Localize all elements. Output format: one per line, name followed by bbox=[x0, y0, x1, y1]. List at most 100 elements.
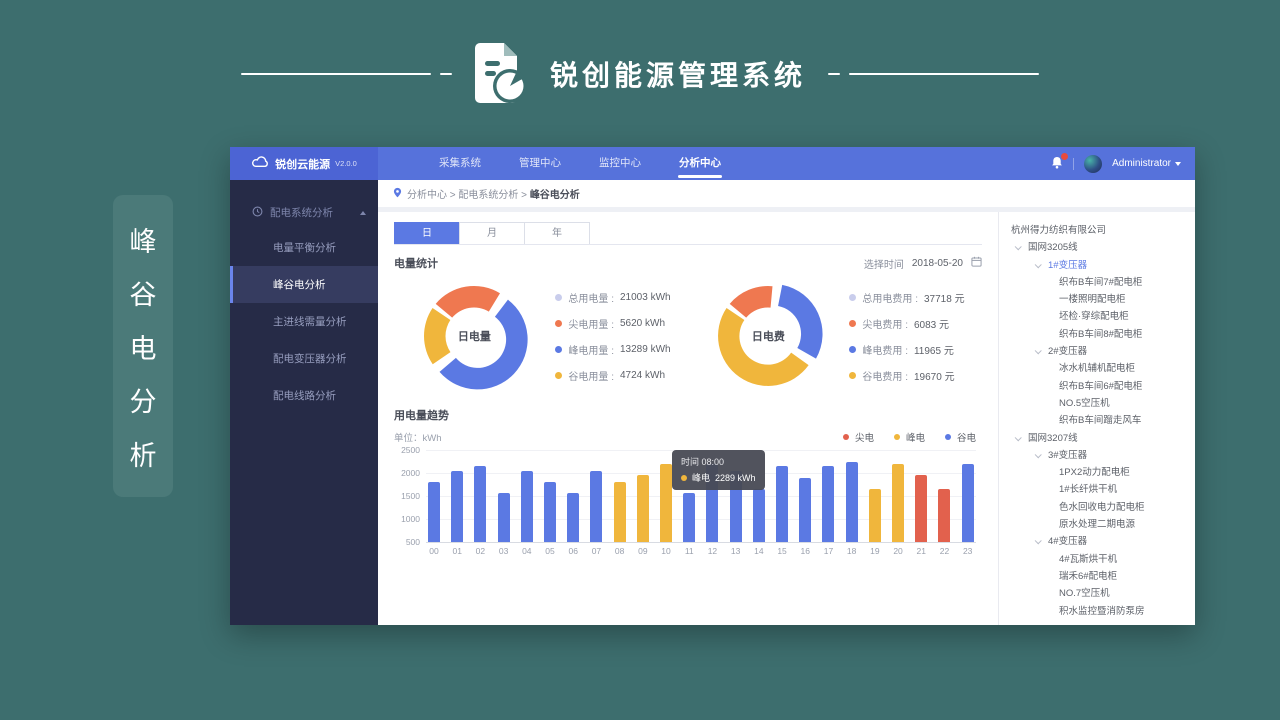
tree-node-label: 积水监控暨消防泵房 bbox=[1059, 605, 1145, 617]
donut-segment[interactable] bbox=[778, 284, 823, 359]
tree-node-1[interactable]: 1#变压器 bbox=[1011, 257, 1187, 274]
tree-node-label: 织布B车间8#配电柜 bbox=[1059, 328, 1143, 340]
date-value[interactable]: 2018-05-20 bbox=[911, 257, 963, 269]
donut-segment[interactable] bbox=[439, 299, 529, 390]
sidebar-item-4[interactable]: 配电线路分析 bbox=[273, 390, 336, 402]
tree-node-5[interactable]: 织布B车间8#配电柜 bbox=[1011, 326, 1187, 343]
donut-legend-row: 峰电费用 11965 元 bbox=[849, 342, 964, 357]
tree-node-3[interactable]: 一楼照明配电柜 bbox=[1011, 291, 1187, 308]
sidebar-item-0[interactable]: 电量平衡分析 bbox=[273, 242, 336, 254]
tree-node-label: 织布B车间蹓走风车 bbox=[1059, 415, 1142, 427]
chevron-down-icon[interactable] bbox=[1014, 433, 1022, 442]
user-avatar[interactable] bbox=[1084, 154, 1103, 173]
bar-04[interactable] bbox=[520, 470, 533, 542]
legend-dot bbox=[944, 434, 951, 440]
tree-node-16[interactable]: 原水处理二期电源 bbox=[1011, 516, 1187, 533]
crumb-1[interactable]: 配电系统分析 bbox=[458, 190, 519, 201]
legend-label: 谷电费用 bbox=[862, 368, 908, 383]
bar-01[interactable] bbox=[451, 470, 464, 542]
bar-00[interactable] bbox=[428, 482, 440, 542]
tree-node-19[interactable]: 瑞禾6#配电柜 bbox=[1011, 568, 1187, 585]
bar-02[interactable] bbox=[474, 466, 487, 542]
donut-segment[interactable] bbox=[424, 308, 451, 365]
bar-22[interactable] bbox=[938, 488, 951, 542]
sidebar-item-3[interactable]: 配电变压器分析 bbox=[273, 353, 347, 365]
decor-dash bbox=[439, 72, 452, 76]
tooltip-value: 2289 kWh bbox=[715, 472, 756, 483]
calendar-icon[interactable] bbox=[971, 256, 982, 270]
tree-node-18[interactable]: 4#瓦斯烘干机 bbox=[1011, 551, 1187, 568]
tree-node-13[interactable]: 1PX2动力配电柜 bbox=[1011, 464, 1187, 481]
sidebar-group-power-system-analysis[interactable]: 配电系统分析 bbox=[230, 196, 378, 229]
tree-node-9[interactable]: NO.5空压机 bbox=[1011, 395, 1187, 412]
bar-legend-item-尖电[interactable]: 尖电 bbox=[842, 430, 874, 444]
bar-20[interactable] bbox=[892, 463, 905, 542]
bar-16[interactable] bbox=[799, 477, 812, 542]
tree-node-21[interactable]: 积水监控暨消防泵房 bbox=[1011, 603, 1187, 620]
bar-06[interactable] bbox=[567, 493, 580, 542]
chevron-down-icon[interactable] bbox=[1034, 451, 1042, 459]
tree-node-10[interactable]: 织布B车间蹓走风车 bbox=[1011, 412, 1187, 429]
bar-legend-item-谷电[interactable]: 谷电 bbox=[944, 430, 976, 444]
tree-node-20[interactable]: NO.7空压机 bbox=[1011, 585, 1187, 602]
sidebar-item-1[interactable]: 峰谷电分析 bbox=[230, 266, 378, 303]
tab-年[interactable]: 年 bbox=[524, 222, 590, 244]
y-axis: 2500 2000 1500 1000 500 bbox=[394, 445, 426, 547]
app-logo[interactable]: 锐创云能源 V2.0.0 bbox=[230, 147, 378, 180]
bar-10[interactable] bbox=[660, 463, 673, 542]
tree-node-15[interactable]: 色水回收电力配电柜 bbox=[1011, 499, 1187, 516]
topnav-item-1[interactable]: 管理中心 bbox=[519, 157, 561, 169]
bar-23[interactable] bbox=[961, 463, 974, 542]
tree-node-0[interactable]: 国网3205线 bbox=[1011, 239, 1187, 256]
x-label-18: 18 bbox=[846, 546, 857, 556]
bar-03[interactable] bbox=[497, 493, 510, 542]
tree-node-6[interactable]: 2#变压器 bbox=[1011, 343, 1187, 360]
bar-15[interactable] bbox=[776, 466, 789, 542]
bar-17[interactable] bbox=[822, 466, 835, 542]
topnav-item-0[interactable]: 采集系统 bbox=[439, 157, 481, 169]
notifications-bell-icon[interactable] bbox=[1051, 152, 1069, 172]
tree-node-12[interactable]: 3#变压器 bbox=[1011, 447, 1187, 464]
bar-18[interactable] bbox=[845, 461, 858, 542]
tree-node-17[interactable]: 4#变压器 bbox=[1011, 533, 1187, 550]
crumb-0[interactable]: 分析中心 bbox=[407, 190, 447, 201]
user-menu[interactable]: Administrator bbox=[1112, 158, 1181, 169]
tree-node-7[interactable]: 冰水机辅机配电柜 bbox=[1011, 360, 1187, 377]
x-label-10: 10 bbox=[661, 546, 671, 556]
chevron-down-icon[interactable] bbox=[1034, 260, 1042, 269]
bar-08[interactable] bbox=[613, 482, 626, 542]
tree-node-2[interactable]: 织布B车间7#配电柜 bbox=[1011, 274, 1187, 291]
bar-21[interactable] bbox=[915, 475, 928, 542]
topnav-item-2[interactable]: 监控中心 bbox=[599, 157, 641, 169]
tree-node-4[interactable]: 坯检·穿综配电柜 bbox=[1011, 308, 1187, 325]
donut-segment[interactable] bbox=[718, 308, 810, 386]
y-tick-500: 500 bbox=[405, 537, 420, 547]
tree-node-8[interactable]: 织布B车间6#配电柜 bbox=[1011, 378, 1187, 395]
bar-11[interactable] bbox=[683, 493, 696, 542]
bar-05[interactable] bbox=[544, 481, 557, 542]
tab-日[interactable]: 日 bbox=[394, 222, 460, 244]
donut-segment[interactable] bbox=[730, 285, 773, 318]
side-label-char: 谷 bbox=[129, 280, 157, 310]
tab-月[interactable]: 月 bbox=[459, 222, 525, 244]
legend-dot bbox=[849, 319, 857, 327]
tree-company[interactable]: 杭州得力纺织有限公司 bbox=[1011, 225, 1107, 236]
legend-label: 峰电 bbox=[905, 433, 925, 444]
decor-line bbox=[240, 72, 431, 76]
bar-07[interactable] bbox=[590, 470, 603, 542]
sidebar-item-2[interactable]: 主进线需量分析 bbox=[273, 316, 347, 328]
chevron-down-icon[interactable] bbox=[1014, 243, 1022, 251]
bar-19[interactable] bbox=[868, 488, 881, 542]
chevron-down-icon[interactable] bbox=[1034, 537, 1042, 545]
tree-node-label: 一楼照明配电柜 bbox=[1059, 294, 1126, 306]
crumb-2[interactable]: 峰谷电分析 bbox=[529, 190, 580, 201]
tree-node-11[interactable]: 国网3207线 bbox=[1011, 430, 1187, 447]
bar-14[interactable] bbox=[752, 488, 765, 542]
topnav-item-3[interactable]: 分析中心 bbox=[660, 147, 740, 180]
donut-segment[interactable] bbox=[436, 285, 501, 318]
bar-legend-item-峰电[interactable]: 峰电 bbox=[893, 430, 925, 444]
chevron-down-icon[interactable] bbox=[1034, 347, 1042, 355]
donut-legend-0: 总用电量 21003 kWh 尖电用量 5620 kWh 峰电用量 13289 kWh 谷电… bbox=[555, 290, 671, 383]
tree-node-14[interactable]: 1#长纤烘干机 bbox=[1011, 481, 1187, 498]
bar-09[interactable] bbox=[636, 475, 649, 542]
